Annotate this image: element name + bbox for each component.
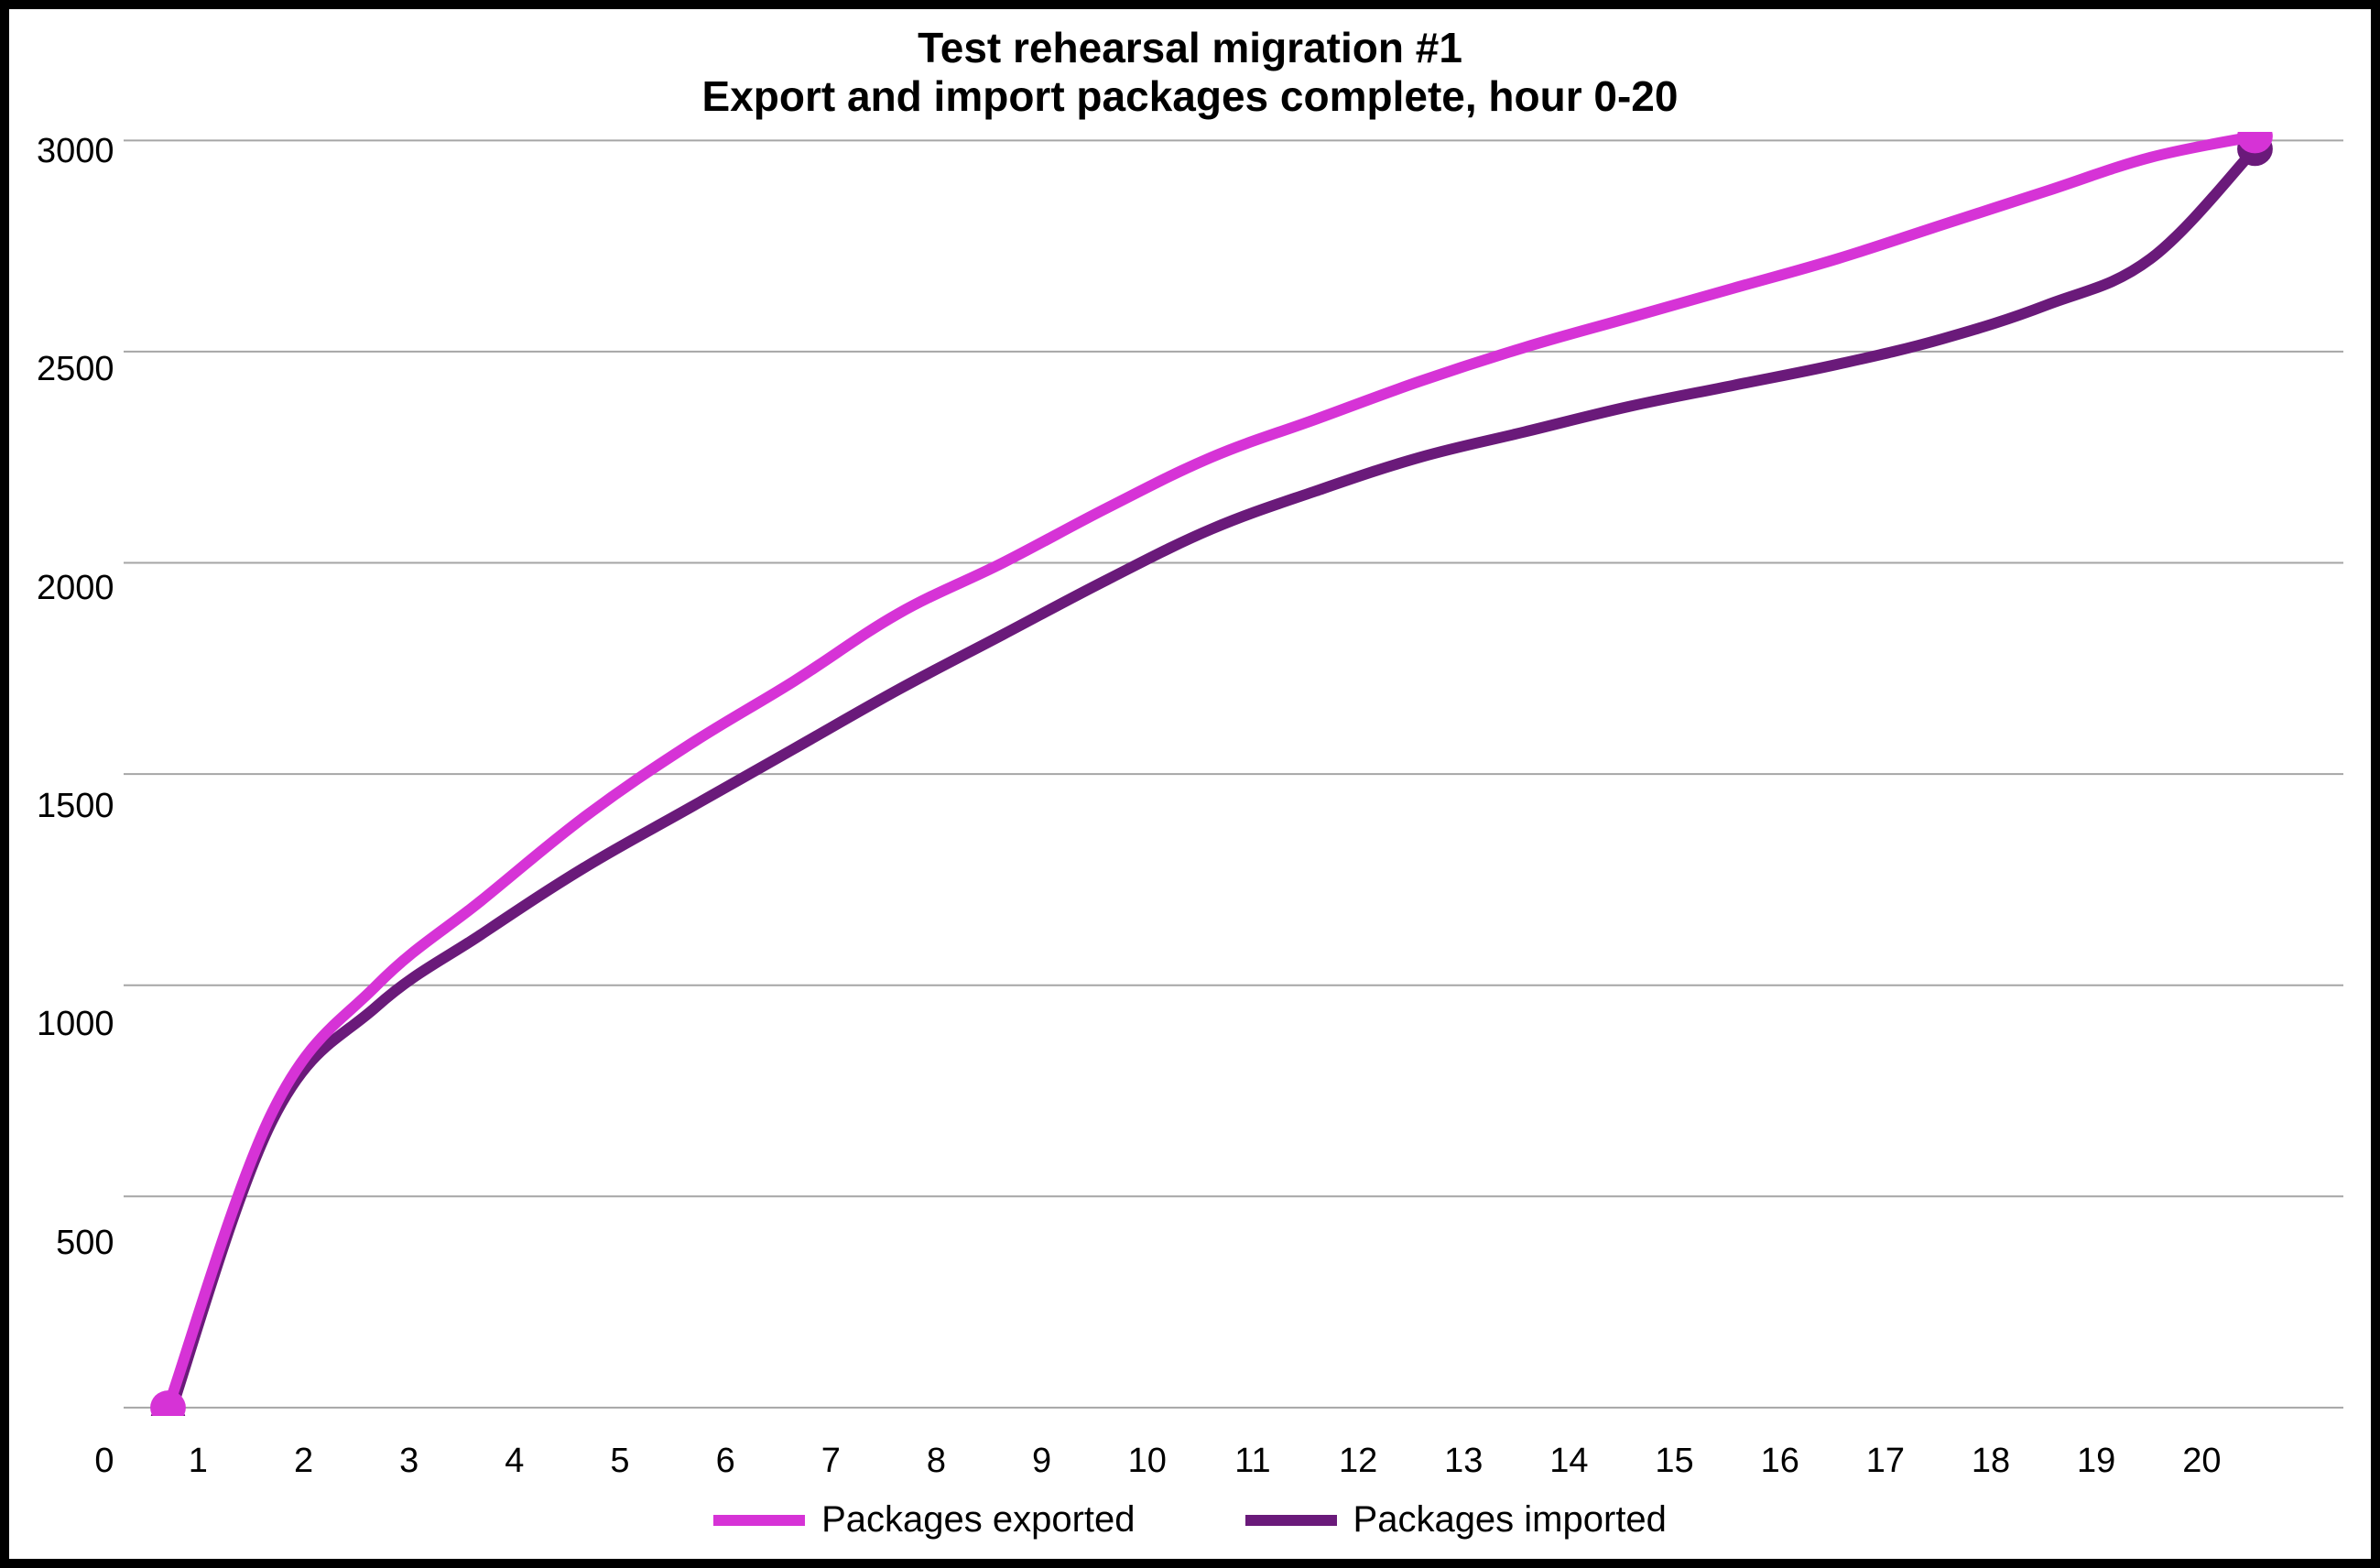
series-line bbox=[168, 136, 2255, 1408]
x-tick-label: 18 bbox=[1938, 1442, 2043, 1481]
x-tick-label: 1 bbox=[146, 1442, 251, 1481]
chart-title: Test rehearsal migration #1 Export and i… bbox=[37, 24, 2343, 121]
y-axis: 3000 2500 2000 1500 1000 500 0 bbox=[37, 132, 124, 1481]
x-tick-label: 4 bbox=[462, 1442, 567, 1481]
legend-swatch bbox=[713, 1515, 805, 1526]
legend-item: Packages imported bbox=[1245, 1499, 1667, 1541]
legend-item: Packages exported bbox=[713, 1499, 1135, 1541]
x-tick-label: 19 bbox=[2044, 1442, 2149, 1481]
x-tick-label: 3 bbox=[356, 1442, 462, 1481]
y-tick-label: 2000 bbox=[37, 569, 114, 608]
x-tick-label: 11 bbox=[1200, 1442, 1305, 1481]
chart-title-line1: Test rehearsal migration #1 bbox=[37, 24, 2343, 72]
x-tick-label: 5 bbox=[567, 1442, 672, 1481]
legend: Packages exported Packages imported bbox=[37, 1481, 2343, 1550]
x-tick-label: 6 bbox=[673, 1442, 778, 1481]
x-tick-label: 10 bbox=[1094, 1442, 1200, 1481]
legend-swatch bbox=[1245, 1515, 1337, 1526]
x-tick-label: 17 bbox=[1832, 1442, 1938, 1481]
x-tick-label: 9 bbox=[989, 1442, 1094, 1481]
x-tick-label: 16 bbox=[1727, 1442, 1832, 1481]
x-tick-label: 12 bbox=[1306, 1442, 1411, 1481]
plot-area bbox=[124, 132, 2343, 1416]
x-tick-label: 14 bbox=[1516, 1442, 1622, 1481]
plot-svg bbox=[124, 132, 2343, 1416]
y-tick-label: 500 bbox=[56, 1224, 114, 1263]
chart-body: 300025002000150010005000 123456789101112… bbox=[37, 132, 2343, 1481]
plot-column: 1234567891011121314151617181920 bbox=[124, 132, 2343, 1481]
y-tick-label: 0 bbox=[94, 1442, 114, 1481]
legend-label: Packages exported bbox=[821, 1499, 1135, 1541]
chart-title-line2: Export and import packages complete, hou… bbox=[37, 72, 2343, 121]
x-axis: 1234567891011121314151617181920 bbox=[124, 1442, 2343, 1481]
y-tick-label: 3000 bbox=[37, 132, 114, 171]
x-tick-label: 2 bbox=[251, 1442, 356, 1481]
x-tick-label: 15 bbox=[1622, 1442, 1727, 1481]
x-tick-label: 8 bbox=[884, 1442, 989, 1481]
x-tick-label: 7 bbox=[778, 1442, 884, 1481]
legend-label: Packages imported bbox=[1353, 1499, 1667, 1541]
series-line bbox=[168, 148, 2255, 1416]
y-tick-label: 2500 bbox=[37, 350, 114, 389]
chart-container: Test rehearsal migration #1 Export and i… bbox=[0, 0, 2380, 1568]
y-tick-label: 1500 bbox=[37, 787, 114, 826]
x-tick-label: 20 bbox=[2149, 1442, 2255, 1481]
x-tick-label: 13 bbox=[1411, 1442, 1516, 1481]
y-tick-label: 1000 bbox=[37, 1005, 114, 1044]
